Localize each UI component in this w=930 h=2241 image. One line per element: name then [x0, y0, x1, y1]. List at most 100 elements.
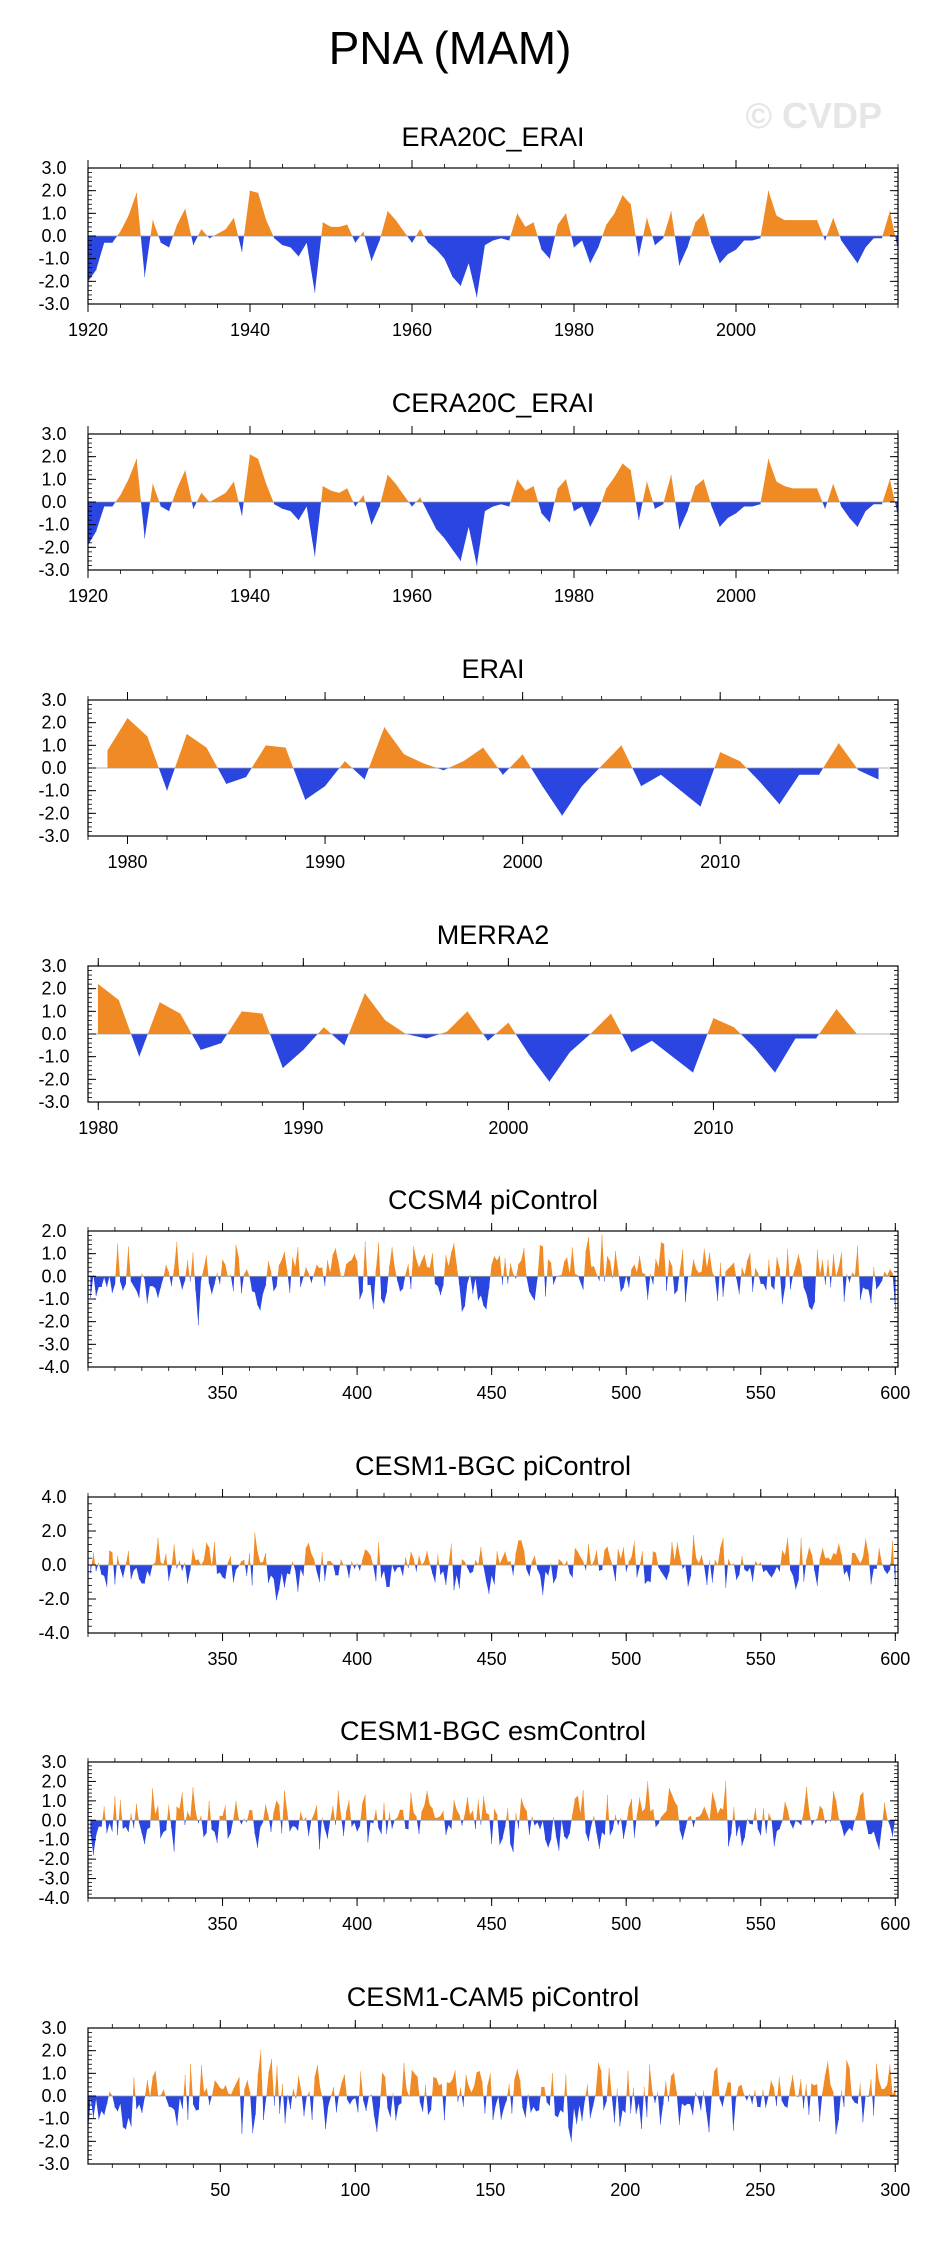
y-tick-label: 3.0 [41, 956, 66, 976]
plot-frame [87, 1761, 899, 1899]
y-tick-label: -2.0 [38, 537, 69, 557]
y-tick-label: -1.0 [38, 249, 69, 269]
y-tick-label: -1.0 [38, 2109, 69, 2129]
x-tick-label: 1980 [554, 320, 594, 340]
x-tick-label: 100 [340, 2180, 370, 2200]
panel-title: ERA20C_ERAI [401, 122, 584, 152]
x-tick-label: 350 [208, 1649, 238, 1669]
y-tick-label: 3.0 [41, 690, 66, 710]
x-tick-label: 400 [342, 1914, 372, 1934]
y-tick-label: 3.0 [41, 158, 66, 178]
y-tick-label: -2.0 [38, 271, 69, 291]
figure-title: PNA (MAM) [329, 22, 572, 74]
y-tick-label: 0.0 [41, 1266, 66, 1286]
panel-1: ERA20C_ERAI 3.0 2.01.0 0.0 -1.0-2.0 -3.0 1920 1… [38, 122, 899, 340]
x-tick-label: 600 [880, 1649, 910, 1669]
x-tick-label: 300 [880, 2180, 910, 2200]
panel-7: CESM1-BGC esmControl 3.02.01.00.0-1.0-2.0… [38, 1716, 910, 1934]
y-tick-label: 2.0 [41, 1771, 66, 1791]
y-tick-label: 3.0 [41, 2018, 66, 2038]
y-tick-label: 0.0 [41, 492, 66, 512]
series-area [97, 984, 857, 1082]
y-tick-label: 2.0 [41, 979, 66, 999]
series-area [90, 1234, 896, 1326]
x-tick-label: 550 [746, 1914, 776, 1934]
positive-area [90, 1781, 896, 1821]
x-tick-label: 1960 [392, 320, 432, 340]
x-tick-label: 450 [477, 1914, 507, 1934]
x-tick-label: 500 [611, 1914, 641, 1934]
y-tick-label: 1.0 [41, 469, 66, 489]
plot-frame [87, 1230, 899, 1368]
panel-6: CESM1-BGC piControl 4.0 2.0 0.0 -2.0 -4.0 350 4… [38, 1451, 910, 1669]
y-tick-label: -3.0 [38, 1869, 69, 1889]
y-tick-label: -2.0 [38, 1589, 69, 1609]
y-tick-label: 0.0 [41, 1024, 66, 1044]
panel-5: CCSM4 piControl 2.0 1.00.0 -1.0 -2.0-3.0 -4.0… [38, 1185, 910, 1403]
panel-title: CCSM4 piControl [388, 1185, 598, 1215]
x-tick-label: 450 [477, 1383, 507, 1403]
x-tick-label: 550 [746, 1649, 776, 1669]
y-tick-label: 2.0 [41, 2041, 66, 2061]
negative-area [90, 1565, 896, 1601]
positive-area [98, 984, 857, 1034]
x-tick-label: 2000 [503, 852, 543, 872]
y-tick-label: -4.0 [38, 1888, 69, 1908]
y-tick-label: -2.0 [38, 1312, 69, 1332]
x-tick-label: 450 [477, 1649, 507, 1669]
y-tick-label: -3.0 [38, 560, 69, 580]
cvdp-watermark: © CVDP [745, 95, 882, 136]
y-tick-label: -3.0 [38, 1334, 69, 1354]
y-tick-label: -3.0 [38, 1092, 69, 1112]
x-tick-label: 1980 [107, 852, 147, 872]
y-tick-label: -3.0 [38, 826, 69, 846]
y-tick-label: 2.0 [41, 1521, 66, 1541]
x-tick-label: 600 [880, 1914, 910, 1934]
x-tick-label: 1920 [68, 320, 108, 340]
x-tick-label: 550 [746, 1383, 776, 1403]
y-tick-label: 3.0 [41, 424, 66, 444]
x-tick-label: 1960 [392, 586, 432, 606]
panel-2: CERA20C_ERAI 3.0 2.01.0 0.0 -1.0-2.0 -3.0 1920… [38, 388, 899, 606]
y-tick-label: 0.0 [41, 1555, 66, 1575]
negative-area [88, 236, 898, 298]
x-tick-label: 50 [210, 2180, 230, 2200]
y-tick-label: -1.0 [38, 1289, 69, 1309]
positive-area [88, 454, 898, 502]
panel-8: CESM1-CAM5 piControl 3.0 2.01.0 0.0 -1.0-2.0… [38, 1982, 910, 2200]
x-tick-label: 600 [880, 1383, 910, 1403]
series-area [107, 718, 879, 816]
series-area [88, 190, 898, 298]
y-tick-label: -1.0 [38, 515, 69, 535]
negative-area [90, 1276, 896, 1326]
y-tick-label: -4.0 [38, 1623, 69, 1643]
y-tick-label: -2.0 [38, 2131, 69, 2151]
y-tick-label: 0.0 [41, 758, 66, 778]
x-tick-label: 400 [342, 1649, 372, 1669]
x-tick-label: 500 [611, 1383, 641, 1403]
x-tick-label: 350 [208, 1383, 238, 1403]
negative-area [107, 768, 879, 816]
y-tick-label: 4.0 [41, 1487, 66, 1507]
series-area [88, 454, 898, 566]
x-tick-label: 250 [745, 2180, 775, 2200]
panel-title: MERRA2 [437, 920, 550, 950]
positive-area [90, 1234, 896, 1277]
y-tick-label: 0.0 [41, 1810, 66, 1830]
x-tick-label: 1980 [78, 1118, 118, 1138]
y-tick-label: 1.0 [41, 1244, 66, 1264]
y-tick-label: -4.0 [38, 1357, 69, 1377]
positive-area [88, 190, 898, 236]
x-tick-label: 2000 [488, 1118, 528, 1138]
y-tick-label: -1.0 [38, 1830, 69, 1850]
y-tick-label: 1.0 [41, 203, 66, 223]
x-tick-label: 500 [611, 1649, 641, 1669]
x-tick-label: 200 [610, 2180, 640, 2200]
positive-area [107, 718, 879, 768]
y-tick-label: -2.0 [38, 1849, 69, 1869]
y-tick-label: -1.0 [38, 1047, 69, 1067]
x-tick-label: 1920 [68, 586, 108, 606]
y-tick-label: 3.0 [41, 1752, 66, 1772]
negative-area [88, 2096, 896, 2142]
